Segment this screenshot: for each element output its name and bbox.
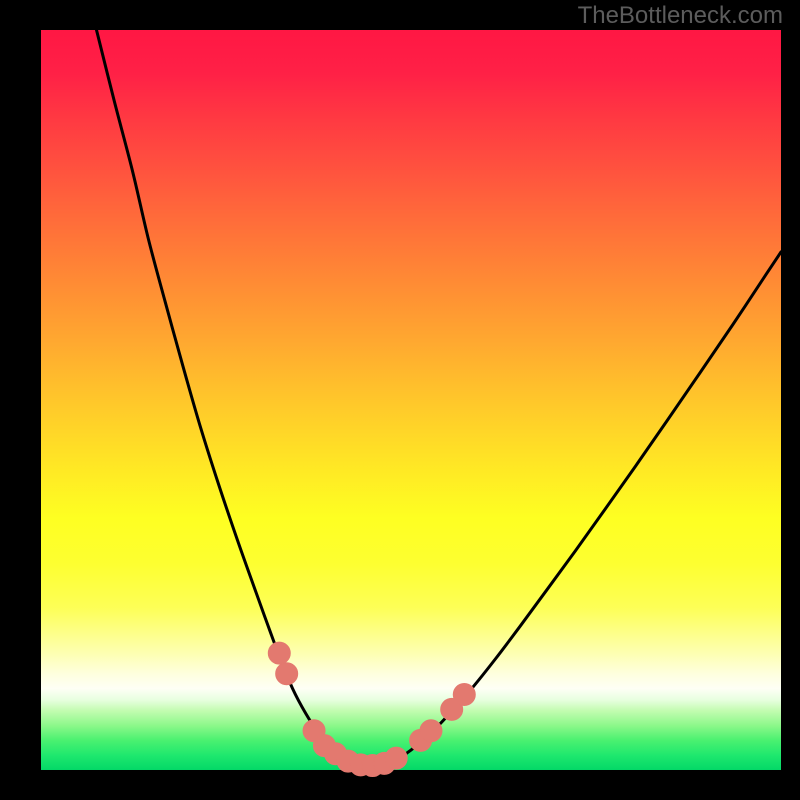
watermark-text: TheBottleneck.com: [578, 2, 783, 30]
gradient-background: [41, 30, 781, 770]
plot-area: [41, 30, 781, 770]
chart-container: TheBottleneck.com: [0, 0, 800, 800]
